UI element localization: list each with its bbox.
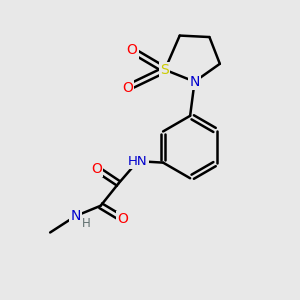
Text: O: O — [127, 44, 138, 57]
Text: N: N — [189, 75, 200, 88]
Text: HN: HN — [128, 154, 148, 168]
Text: N: N — [70, 209, 81, 223]
Text: O: O — [91, 162, 102, 176]
Text: O: O — [118, 212, 128, 226]
Text: H: H — [82, 217, 91, 230]
Text: S: S — [160, 63, 169, 77]
Text: O: O — [122, 81, 133, 94]
